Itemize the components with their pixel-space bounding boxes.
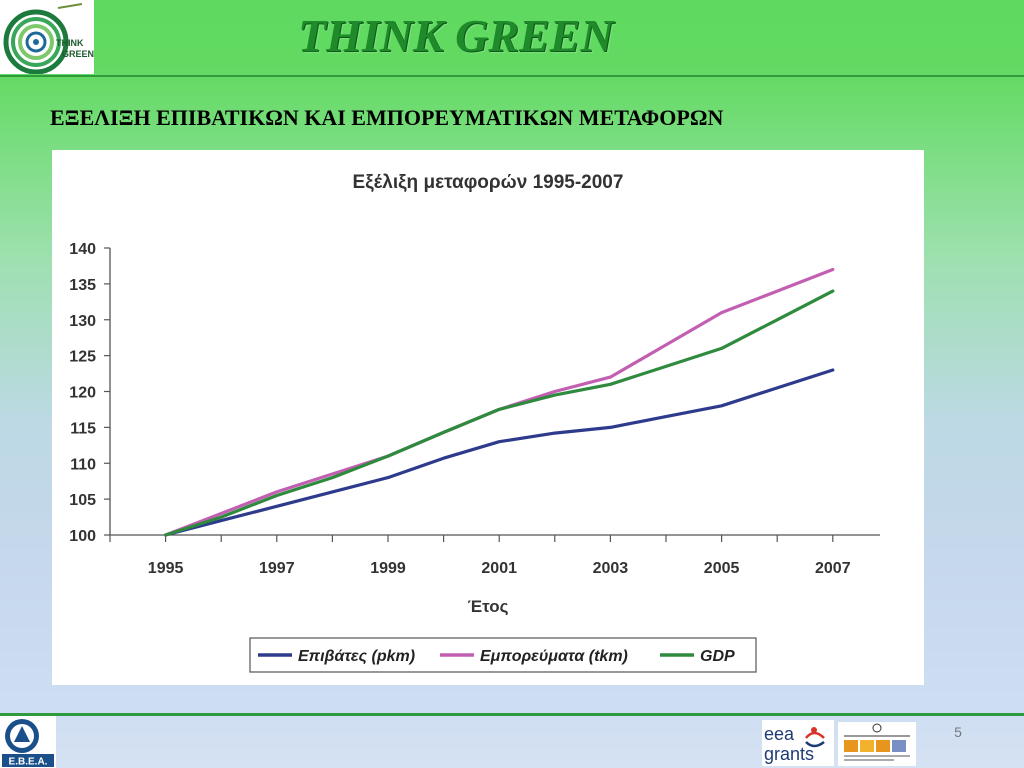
eea-grants-icon: eea grants — [764, 724, 825, 764]
x-tick-label: 1999 — [370, 560, 406, 577]
ebea-label: E.B.E.A. — [9, 757, 48, 768]
y-tick-label: 140 — [69, 241, 96, 258]
x-tick-label: 1997 — [259, 560, 295, 577]
x-tick-label: 2005 — [704, 560, 740, 577]
x-tick-label: 2007 — [815, 560, 851, 577]
legend-label-gdp: GDP — [700, 648, 735, 665]
think-green-logo: THINK GREEN — [0, 0, 94, 75]
x-axis-label: Έτος — [468, 597, 509, 616]
y-tick-label: 110 — [70, 456, 96, 473]
ebea-emblem-icon: E.B.E.A. — [2, 719, 54, 768]
series-line-gdp — [163, 289, 835, 537]
y-axis: 100 105 110 115 120 125 130 135 140 — [69, 241, 111, 545]
x-tick-label: 1995 — [148, 560, 184, 577]
eea-text: eea — [764, 724, 795, 744]
spiral-logo-icon: THINK GREEN — [3, 3, 94, 75]
ministry-emblem-icon — [844, 723, 910, 761]
chart-title: Εξέλιξη μεταφορών 1995-2007 — [353, 172, 624, 193]
y-tick-label: 130 — [69, 313, 96, 330]
legend-label-goods: Εμπορεύματα (tkm) — [480, 648, 628, 665]
ministry-logo — [838, 722, 916, 766]
chart-legend: Επιβάτες (pkm) Εμπορεύματα (tkm) GDP — [249, 637, 757, 673]
eea-grants-logo: eea grants — [762, 720, 834, 766]
y-tick-label: 100 — [69, 528, 96, 545]
series-lines — [163, 267, 835, 537]
footer-divider — [0, 713, 1024, 716]
ebea-logo: E.B.E.A. — [0, 716, 56, 768]
brand-title: THINK GREEN — [298, 10, 614, 61]
series-line-passengers — [163, 368, 835, 537]
y-tick-label: 135 — [69, 277, 96, 294]
x-tick-label: 2001 — [481, 560, 517, 577]
y-tick-label: 120 — [69, 385, 96, 402]
y-tick-label: 125 — [69, 349, 96, 366]
chart-panel: Εξέλιξη μεταφορών 1995-2007 100 105 110 115… — [52, 150, 924, 685]
logo-text-green: GREEN — [62, 49, 94, 59]
page-number: 5 — [954, 724, 962, 740]
y-tick-label: 115 — [70, 420, 96, 437]
grants-text: grants — [764, 744, 814, 764]
logo-text-think: THINK — [56, 38, 84, 48]
header-divider — [0, 75, 1024, 77]
y-tick-label: 105 — [69, 492, 96, 509]
x-axis: 1995 1997 1999 2001 2003 2005 2007 — [109, 534, 880, 577]
slide-heading: ΕΞΕΛΙΞΗ ΕΠΙΒΑΤΙΚΩΝ ΚΑΙ ΕΜΠΟΡΕΥΜΑΤΙΚΩΝ ΜΕ… — [50, 105, 724, 130]
legend-label-passengers: Επιβάτες (pkm) — [298, 648, 415, 665]
x-tick-label: 2003 — [593, 560, 629, 577]
transport-evolution-chart: Εξέλιξη μεταφορών 1995-2007 100 105 110 115… — [69, 172, 880, 673]
